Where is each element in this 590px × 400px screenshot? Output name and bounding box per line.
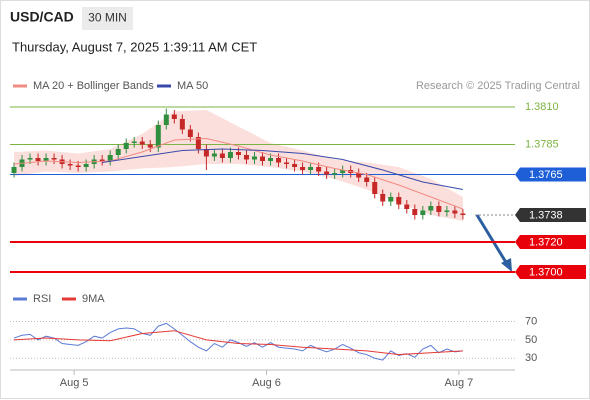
- candle-body: [372, 182, 378, 194]
- candle-body: [452, 210, 458, 214]
- moving-average: [102, 148, 463, 190]
- candle-body: [155, 125, 161, 148]
- candle-body: [123, 143, 129, 149]
- candle-body: [308, 167, 314, 170]
- candle-body: [356, 173, 362, 178]
- candle-body: [251, 156, 257, 160]
- candle-body: [35, 158, 41, 161]
- level-label-box: [515, 265, 586, 279]
- level-label: 1.3738: [529, 209, 563, 221]
- x-tick-label: Aug 5: [60, 377, 89, 389]
- candle-body: [67, 164, 73, 166]
- bollinger-band: [14, 110, 463, 221]
- candle-body: [43, 158, 49, 161]
- candle-body: [163, 114, 169, 125]
- level-label: 1.3785: [525, 138, 559, 150]
- candle-body: [243, 155, 249, 160]
- legend-label: RSI: [33, 293, 51, 305]
- y-tick-label: 30: [525, 352, 537, 364]
- source: Research © 2025 Trading Central: [416, 80, 580, 92]
- rsi-line: [13, 330, 463, 356]
- legend-label: MA 50: [177, 80, 208, 92]
- candle-body: [404, 204, 410, 209]
- candle-body: [139, 141, 145, 145]
- candle-body: [316, 167, 322, 172]
- projection-arrow: [475, 214, 509, 265]
- candle-body: [332, 173, 338, 175]
- candle-body: [75, 165, 81, 167]
- candle-body: [292, 164, 298, 167]
- candle-body: [115, 149, 121, 155]
- candle-body: [171, 114, 177, 119]
- candle-body: [11, 167, 17, 173]
- candle-body: [420, 210, 426, 215]
- candle-body: [203, 149, 209, 157]
- candle-body: [227, 152, 233, 158]
- candle-body: [444, 210, 450, 212]
- timeframe: 30 MIN: [88, 11, 127, 25]
- candle-body: [219, 153, 225, 158]
- candle-body: [147, 144, 153, 148]
- candle-body: [260, 156, 265, 161]
- candle-body: [107, 155, 113, 161]
- y-tick-label: 70: [525, 315, 537, 327]
- y-tick-label: 50: [525, 334, 537, 346]
- candle-body: [412, 209, 418, 215]
- candle-body: [364, 177, 370, 182]
- candle-body: [284, 162, 290, 164]
- candle-body: [276, 158, 282, 163]
- candle-body: [340, 170, 346, 173]
- candle-body: [324, 171, 330, 175]
- legend-label: 9MA: [82, 293, 105, 305]
- candle-body: [51, 158, 57, 160]
- candle-body: [388, 197, 394, 202]
- timestamp: Thursday, August 7, 2025 1:39:11 AM CET: [12, 39, 257, 54]
- level-label: 1.3810: [525, 101, 559, 113]
- candle-body: [300, 167, 306, 170]
- candle-body: [235, 152, 241, 155]
- moving-average: [13, 137, 464, 210]
- candle-body: [396, 197, 402, 205]
- legend-label: MA 20 + Bollinger Bands: [33, 80, 154, 92]
- candle-body: [131, 141, 137, 143]
- candle-body: [428, 206, 434, 211]
- candle-body: [27, 158, 33, 160]
- level-label: 1.3700: [529, 266, 563, 278]
- candle-body: [179, 119, 185, 130]
- level-label-box: [515, 167, 586, 182]
- x-tick-label: Aug 6: [252, 377, 281, 389]
- candle-body: [83, 164, 89, 167]
- candle-body: [436, 206, 442, 212]
- projection-arrowhead: [501, 258, 512, 272]
- candle-body: [195, 137, 201, 149]
- symbol: USD/CAD: [10, 9, 74, 25]
- candle-body: [268, 158, 274, 161]
- x-tick-label: Aug 7: [445, 377, 474, 389]
- level-label: 1.3720: [529, 236, 563, 248]
- level-label-box: [515, 208, 586, 222]
- level-label-box: [515, 235, 586, 249]
- level-label: 1.3765: [529, 169, 563, 181]
- timeframe-badge: [82, 7, 133, 30]
- candle-body: [460, 213, 466, 215]
- candle-body: [380, 194, 386, 202]
- candle-body: [211, 153, 217, 157]
- candle-body: [187, 129, 193, 137]
- candle-body: [99, 159, 105, 161]
